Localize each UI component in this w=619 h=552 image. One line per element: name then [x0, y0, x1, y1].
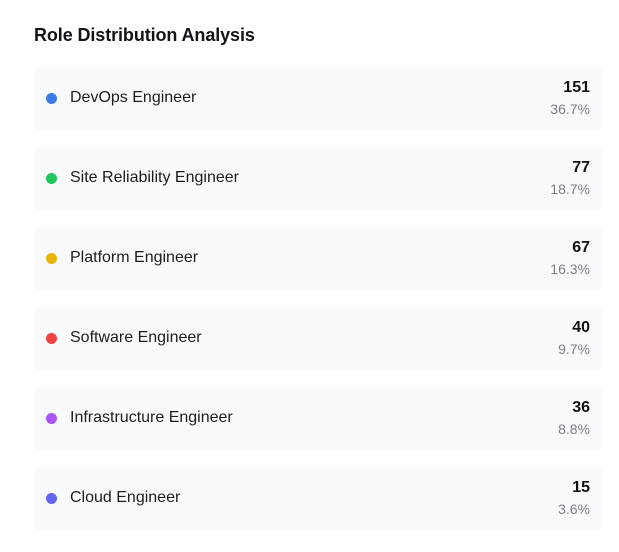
role-row-cloud-engineer: Cloud Engineer 15 3.6% [34, 466, 602, 530]
role-color-dot [46, 92, 57, 104]
role-color-dot [46, 252, 57, 264]
role-label: DevOps Engineer [70, 89, 197, 106]
role-count: 15 [572, 478, 590, 496]
role-stats: 67 16.3% [550, 238, 590, 279]
role-row-left: Platform Engineer [46, 249, 198, 267]
role-percent: 18.7% [550, 180, 590, 197]
role-color-dot [46, 332, 57, 344]
role-list: DevOps Engineer 151 36.7% Site Reliabili… [34, 66, 602, 530]
role-row-software-engineer: Software Engineer 40 9.7% [34, 306, 602, 370]
role-label: Site Reliability Engineer [70, 169, 239, 186]
role-row-site-reliability-engineer: Site Reliability Engineer 77 18.7% [34, 146, 602, 210]
role-count: 77 [572, 158, 590, 176]
role-stats: 77 18.7% [550, 158, 590, 199]
role-label: Cloud Engineer [70, 489, 181, 506]
role-percent: 36.7% [550, 100, 590, 117]
role-row-infrastructure-engineer: Infrastructure Engineer 36 8.8% [34, 386, 602, 450]
role-count: 36 [572, 398, 590, 416]
role-count: 67 [572, 238, 590, 256]
role-percent: 3.6% [558, 500, 590, 517]
role-percent: 9.7% [558, 340, 590, 357]
role-row-left: Software Engineer [46, 329, 202, 347]
role-stats: 15 3.6% [558, 478, 590, 519]
role-row-left: Site Reliability Engineer [46, 169, 239, 187]
role-label: Software Engineer [70, 329, 202, 346]
role-count: 40 [572, 318, 590, 336]
role-color-dot [46, 492, 57, 504]
role-row-devops-engineer: DevOps Engineer 151 36.7% [34, 66, 602, 130]
role-row-platform-engineer: Platform Engineer 67 16.3% [34, 226, 602, 290]
panel-title: Role Distribution Analysis [34, 25, 255, 45]
role-distribution-panel: Role Distribution Analysis DevOps Engine… [34, 24, 602, 546]
role-percent: 16.3% [550, 260, 590, 277]
role-stats: 40 9.7% [558, 318, 590, 359]
role-stats: 151 36.7% [550, 78, 590, 119]
role-row-left: Infrastructure Engineer [46, 409, 233, 427]
role-color-dot [46, 412, 57, 424]
role-count: 151 [563, 78, 590, 96]
role-row-left: DevOps Engineer [46, 89, 196, 107]
role-stats: 36 8.8% [558, 398, 590, 439]
role-row-left: Cloud Engineer [46, 489, 180, 507]
role-color-dot [46, 172, 57, 184]
role-label: Infrastructure Engineer [70, 409, 233, 426]
role-label: Platform Engineer [70, 249, 199, 266]
role-percent: 8.8% [558, 420, 590, 437]
